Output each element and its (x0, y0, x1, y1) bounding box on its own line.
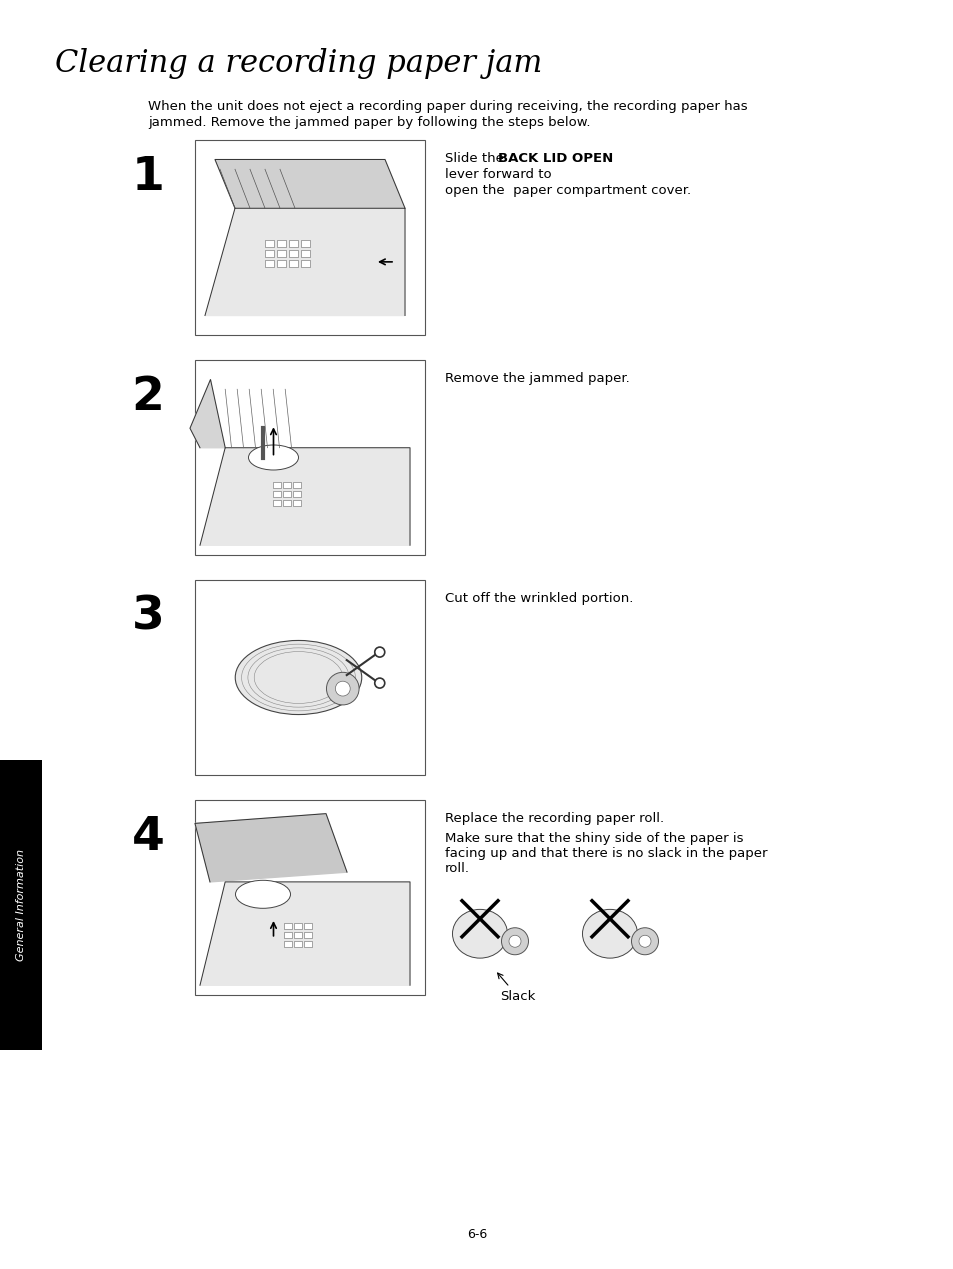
Bar (301, 250, 310, 258)
Bar (274, 482, 281, 487)
Text: Slack: Slack (497, 973, 535, 1003)
Ellipse shape (248, 445, 298, 470)
Circle shape (375, 647, 384, 657)
Bar (276, 250, 286, 258)
Bar (289, 240, 297, 247)
Text: General Information: General Information (16, 849, 26, 961)
Bar (301, 260, 310, 268)
Text: 3: 3 (132, 595, 164, 640)
Text: BACK LID OPEN: BACK LID OPEN (497, 152, 613, 165)
Polygon shape (200, 448, 410, 546)
Bar (194, 140, 424, 335)
Bar (294, 491, 301, 497)
Bar (294, 933, 302, 938)
Bar (276, 240, 286, 247)
Bar (294, 482, 301, 487)
Circle shape (501, 928, 528, 954)
Bar (304, 924, 312, 929)
Ellipse shape (582, 910, 637, 958)
Bar (294, 500, 301, 506)
Bar (283, 491, 292, 497)
Circle shape (639, 935, 650, 947)
Bar (276, 260, 286, 268)
Bar (283, 500, 292, 506)
Polygon shape (214, 160, 405, 208)
Text: open the  paper compartment cover.: open the paper compartment cover. (444, 184, 690, 197)
Text: Clearing a recording paper jam: Clearing a recording paper jam (55, 48, 541, 79)
Ellipse shape (235, 881, 291, 909)
Bar (304, 942, 312, 947)
Circle shape (509, 935, 520, 947)
Text: 1: 1 (132, 155, 164, 201)
Text: 4: 4 (132, 815, 164, 860)
Text: Remove the jammed paper.: Remove the jammed paper. (444, 372, 629, 385)
Text: Replace the recording paper roll.: Replace the recording paper roll. (444, 812, 663, 825)
Text: jammed. Remove the jammed paper by following the steps below.: jammed. Remove the jammed paper by follo… (148, 115, 590, 129)
Text: Slide the: Slide the (444, 152, 508, 165)
Ellipse shape (452, 910, 507, 958)
Bar (283, 482, 292, 487)
Polygon shape (194, 813, 347, 882)
Circle shape (326, 673, 358, 704)
Bar (274, 500, 281, 506)
Bar (294, 924, 302, 929)
Circle shape (375, 678, 384, 688)
Bar (284, 933, 292, 938)
Bar (284, 924, 292, 929)
Bar (0, 760, 42, 1049)
Circle shape (631, 928, 658, 954)
Polygon shape (190, 379, 225, 448)
Text: lever forward to: lever forward to (444, 168, 551, 181)
Bar (274, 491, 281, 497)
Bar (265, 260, 274, 268)
Text: Make sure that the shiny side of the paper is
facing up and that there is no sla: Make sure that the shiny side of the pap… (444, 832, 767, 876)
Bar (265, 240, 274, 247)
Bar (194, 799, 424, 995)
Circle shape (335, 681, 350, 695)
Bar (301, 240, 310, 247)
Bar (294, 942, 302, 947)
Bar (289, 260, 297, 268)
Bar (265, 250, 274, 258)
Bar (194, 360, 424, 555)
Polygon shape (205, 208, 405, 316)
Ellipse shape (235, 641, 361, 714)
Polygon shape (200, 882, 410, 985)
Text: Cut off the wrinkled portion.: Cut off the wrinkled portion. (444, 593, 633, 605)
Bar (194, 580, 424, 775)
Text: When the unit does not eject a recording paper during receiving, the recording p: When the unit does not eject a recording… (148, 100, 747, 113)
Bar (289, 250, 297, 258)
Bar (304, 933, 312, 938)
Text: 6-6: 6-6 (466, 1227, 487, 1241)
Bar (284, 942, 292, 947)
Text: 2: 2 (132, 376, 164, 420)
